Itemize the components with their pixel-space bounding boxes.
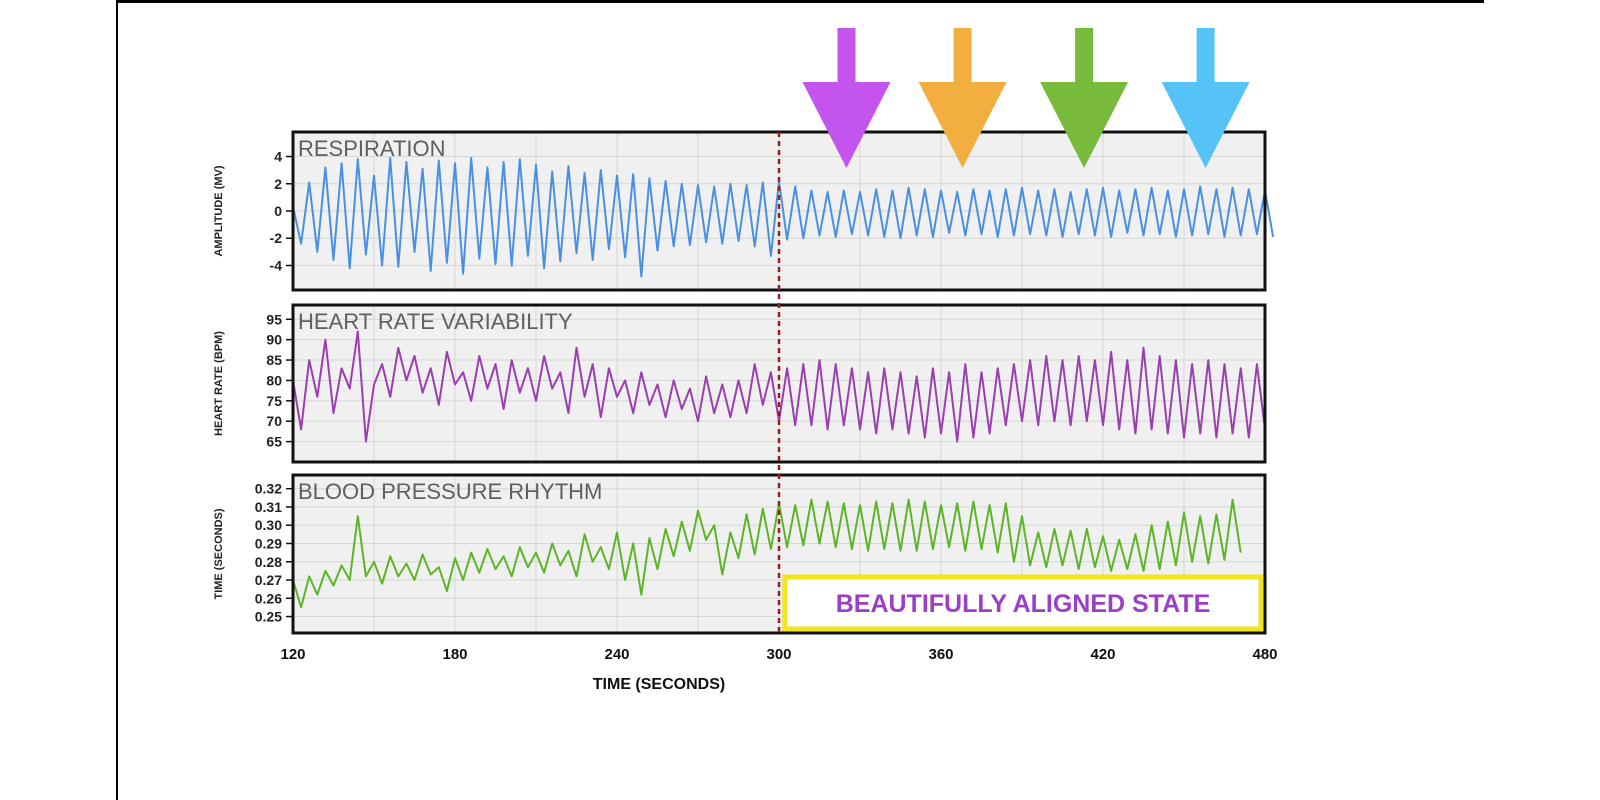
panel-title: RESPIRATION [298,136,446,161]
down-arrow-3 [1040,28,1129,168]
x-tick-label: 180 [442,646,467,663]
y-tick-label: 0.30 [255,517,282,533]
down-arrow-2 [918,28,1007,168]
y-axis-label: HEART RATE (BPM) [213,331,225,436]
y-tick-label: 85 [266,352,282,368]
x-tick-label: 300 [766,646,791,663]
y-tick-label: 0.25 [255,609,282,625]
callout-box [782,574,1264,632]
panel-1: RESPIRATION [291,130,1275,292]
y-tick-label: 0.28 [255,554,282,570]
callout-text: BEAUTIFULLY ALIGNED STATE [836,590,1211,618]
panel-title: HEART RATE VARIABILITY [298,309,573,334]
y-tick-label: 65 [266,434,282,450]
y-tick-label: 2 [274,176,282,192]
y-tick-label: 0 [274,203,282,219]
y-tick-label: 70 [266,413,282,429]
x-tick-label: 420 [1090,646,1115,663]
y-tick-label: 0.26 [255,590,282,606]
y-tick-label: -4 [270,257,283,273]
y-tick-label: 4 [274,149,282,165]
series-line-1 [292,156,1275,278]
y-tick-label: 75 [266,393,282,409]
x-tick-label: 360 [928,646,953,663]
y-axis-label: AMPLITUDE (MV) [213,165,225,256]
y-tick-label: 0.31 [255,499,282,515]
x-tick-label: 120 [280,646,305,663]
y-tick-label: 95 [266,311,282,327]
y-tick-label: 80 [266,372,282,388]
frame-left-border [116,0,118,800]
x-axis-label: TIME (SECONDS) [593,676,725,693]
panel-title: BLOOD PRESSURE RHYTHM [298,479,602,504]
frame-top-border [116,0,1484,3]
x-tick-label: 240 [604,646,629,663]
y-tick-label: 0.27 [255,572,282,588]
y-tick-label: -2 [270,230,283,246]
x-tick-label: 480 [1252,646,1277,663]
down-arrow-4 [1161,28,1250,168]
y-tick-label: 90 [266,332,282,348]
down-arrow-1 [802,28,891,168]
y-axis-label: TIME (SECONDS) [213,508,225,599]
y-tick-label: 0.32 [255,481,282,497]
y-tick-label: 0.29 [255,535,282,551]
series-line-3 [292,498,1242,609]
